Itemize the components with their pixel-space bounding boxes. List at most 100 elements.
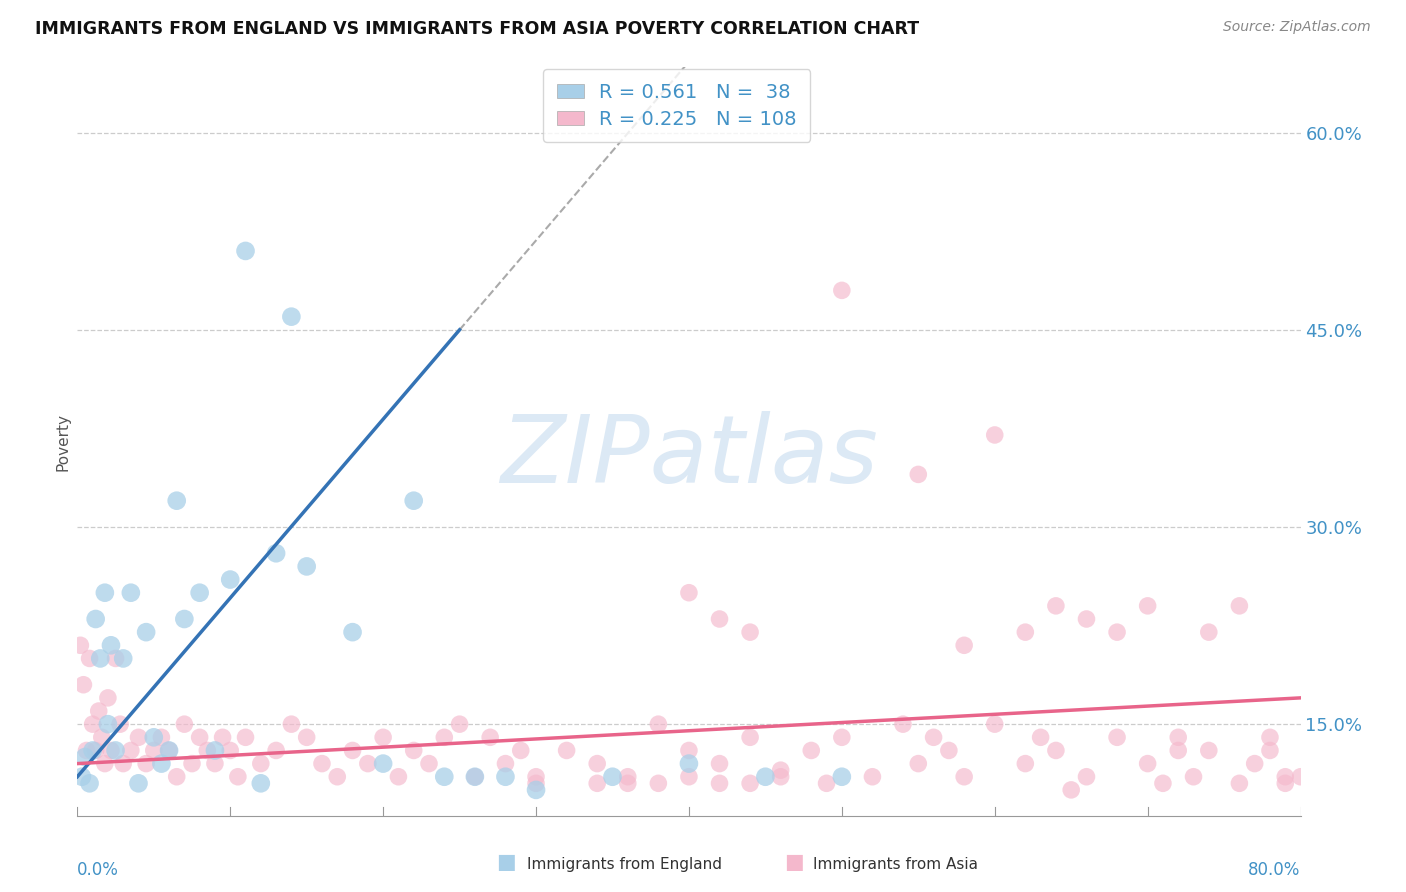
Point <box>831 731 853 745</box>
Point <box>1014 625 1036 640</box>
Point <box>82 717 104 731</box>
Point <box>226 770 249 784</box>
Point <box>387 770 409 784</box>
Point <box>1076 612 1098 626</box>
Point <box>204 743 226 757</box>
Point <box>1167 743 1189 757</box>
Point <box>150 731 173 745</box>
Point <box>157 743 180 757</box>
Point <box>1152 776 1174 790</box>
Text: Immigrants from England: Immigrants from England <box>527 857 723 872</box>
Point <box>342 743 364 757</box>
Y-axis label: Poverty: Poverty <box>55 412 70 471</box>
Point <box>831 284 853 298</box>
Point <box>617 776 640 790</box>
Point <box>1076 770 1098 784</box>
Point <box>280 717 302 731</box>
Point <box>555 743 578 757</box>
Point <box>166 770 188 784</box>
Point <box>433 731 456 745</box>
Point <box>264 743 287 757</box>
Point <box>938 743 960 757</box>
Point <box>219 573 242 587</box>
Point <box>1107 731 1129 745</box>
Point <box>150 756 173 771</box>
Point <box>984 717 1007 731</box>
Text: Immigrants from Asia: Immigrants from Asia <box>813 857 977 872</box>
Point <box>740 776 762 790</box>
Point <box>1243 756 1265 771</box>
Point <box>250 756 273 771</box>
Point <box>357 756 380 771</box>
Point <box>142 731 165 745</box>
Point <box>1182 770 1205 784</box>
Point <box>166 493 188 508</box>
Point <box>76 743 98 757</box>
Text: Source: ZipAtlas.com: Source: ZipAtlas.com <box>1223 20 1371 34</box>
Point <box>311 756 333 771</box>
Point <box>464 770 486 784</box>
Point <box>1045 743 1067 757</box>
Point <box>495 770 517 784</box>
Point <box>371 756 394 771</box>
Text: IMMIGRANTS FROM ENGLAND VS IMMIGRANTS FROM ASIA POVERTY CORRELATION CHART: IMMIGRANTS FROM ENGLAND VS IMMIGRANTS FR… <box>35 20 920 37</box>
Point <box>264 546 287 560</box>
Point <box>1258 743 1281 757</box>
Point <box>112 651 135 665</box>
Point <box>219 743 242 757</box>
Point <box>464 770 486 784</box>
Point <box>740 731 762 745</box>
Point <box>891 717 914 731</box>
Point <box>922 731 945 745</box>
Point <box>250 776 273 790</box>
Point <box>740 625 762 640</box>
Point <box>647 717 669 731</box>
Point <box>524 770 547 784</box>
Point <box>295 731 318 745</box>
Text: ■: ■ <box>496 853 516 872</box>
Point <box>135 625 157 640</box>
Point <box>181 756 204 771</box>
Point <box>326 770 349 784</box>
Point <box>754 770 776 784</box>
Point <box>495 756 517 771</box>
Point <box>87 704 110 718</box>
Point <box>1014 756 1036 771</box>
Point <box>79 651 101 665</box>
Point <box>371 731 394 745</box>
Point <box>678 770 700 784</box>
Point <box>1198 625 1220 640</box>
Point <box>1198 743 1220 757</box>
Point <box>1029 731 1052 745</box>
Point <box>479 731 502 745</box>
Point <box>295 559 318 574</box>
Point <box>769 770 792 784</box>
Point <box>188 585 211 599</box>
Point <box>1274 776 1296 790</box>
Point <box>449 717 471 731</box>
Point <box>73 750 96 764</box>
Point <box>984 428 1007 442</box>
Point <box>120 585 142 599</box>
Point <box>112 756 135 771</box>
Point <box>188 731 211 745</box>
Point <box>280 310 302 324</box>
Point <box>1229 776 1251 790</box>
Point <box>1258 731 1281 745</box>
Point <box>1289 770 1312 784</box>
Point <box>586 776 609 790</box>
Legend: R = 0.561   N =  38, R = 0.225   N = 108: R = 0.561 N = 38, R = 0.225 N = 108 <box>543 69 810 142</box>
Point <box>1274 770 1296 784</box>
Point <box>953 638 976 652</box>
Point <box>1229 599 1251 613</box>
Point <box>342 625 364 640</box>
Point <box>211 731 233 745</box>
Point <box>127 776 149 790</box>
Point <box>79 776 101 790</box>
Point <box>433 770 456 784</box>
Point <box>769 763 792 777</box>
Point <box>402 493 425 508</box>
Point <box>1107 625 1129 640</box>
Point <box>94 756 117 771</box>
Point <box>195 743 218 757</box>
